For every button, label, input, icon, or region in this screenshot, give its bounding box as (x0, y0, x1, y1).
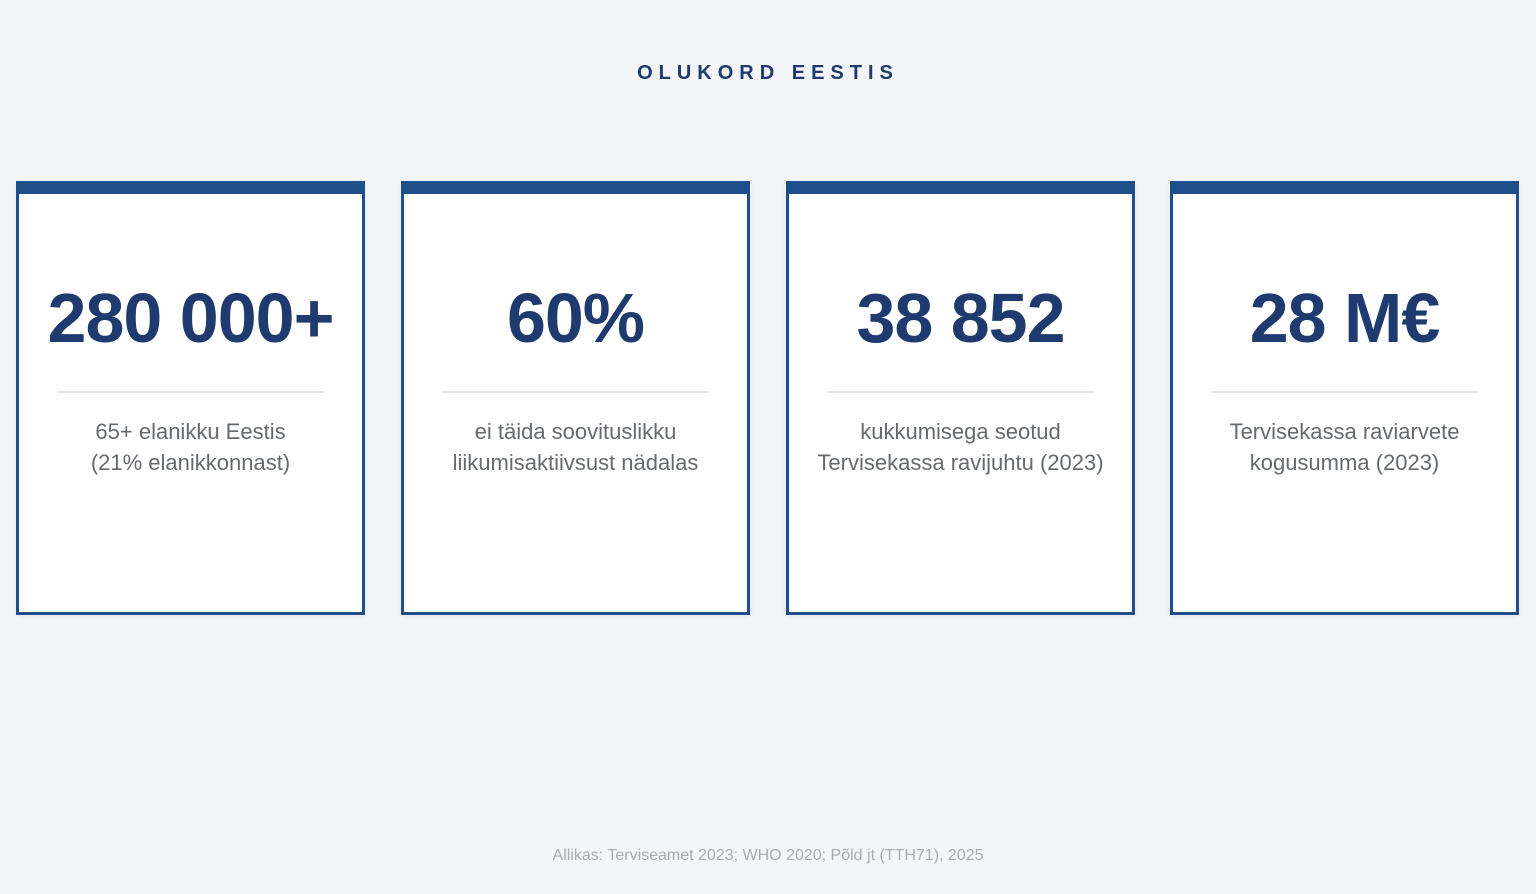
stat-description: Tervisekassa raviarvete kogusumma (2023) (1229, 419, 1460, 475)
divider (442, 391, 709, 393)
divider (57, 391, 324, 393)
source-note: Allikas: Terviseamet 2023; WHO 2020; Põl… (552, 847, 984, 864)
stat-value: 60% (506, 279, 645, 357)
stat-value: 28 M€ (1249, 279, 1441, 357)
stat-description: kukkumisega seotud Tervisekassa ravijuht… (817, 419, 1104, 475)
divider (1211, 391, 1478, 393)
stat-value: 280 000+ (47, 279, 335, 357)
stat-card-costs: 28 M€ Tervisekassa raviarvete kogusumma … (1170, 181, 1519, 615)
page-title: OLUKORD EESTIS (637, 62, 899, 84)
stat-description: 65+ elanikku Eestis (21% elanikkonnast) (90, 419, 291, 475)
stat-card-activity: 60% ei täida soovituslikku liikumisaktii… (401, 181, 750, 615)
stat-card-population: 280 000+ 65+ elanikku Eestis (21% elanik… (16, 181, 365, 615)
stat-description: ei täida soovituslikku liikumisaktiivsus… (452, 419, 699, 475)
stat-value: 38 852 (856, 279, 1065, 357)
stat-card-falls: 38 852 kukkumisega seotud Tervisekassa r… (786, 181, 1135, 615)
divider (827, 391, 1094, 393)
